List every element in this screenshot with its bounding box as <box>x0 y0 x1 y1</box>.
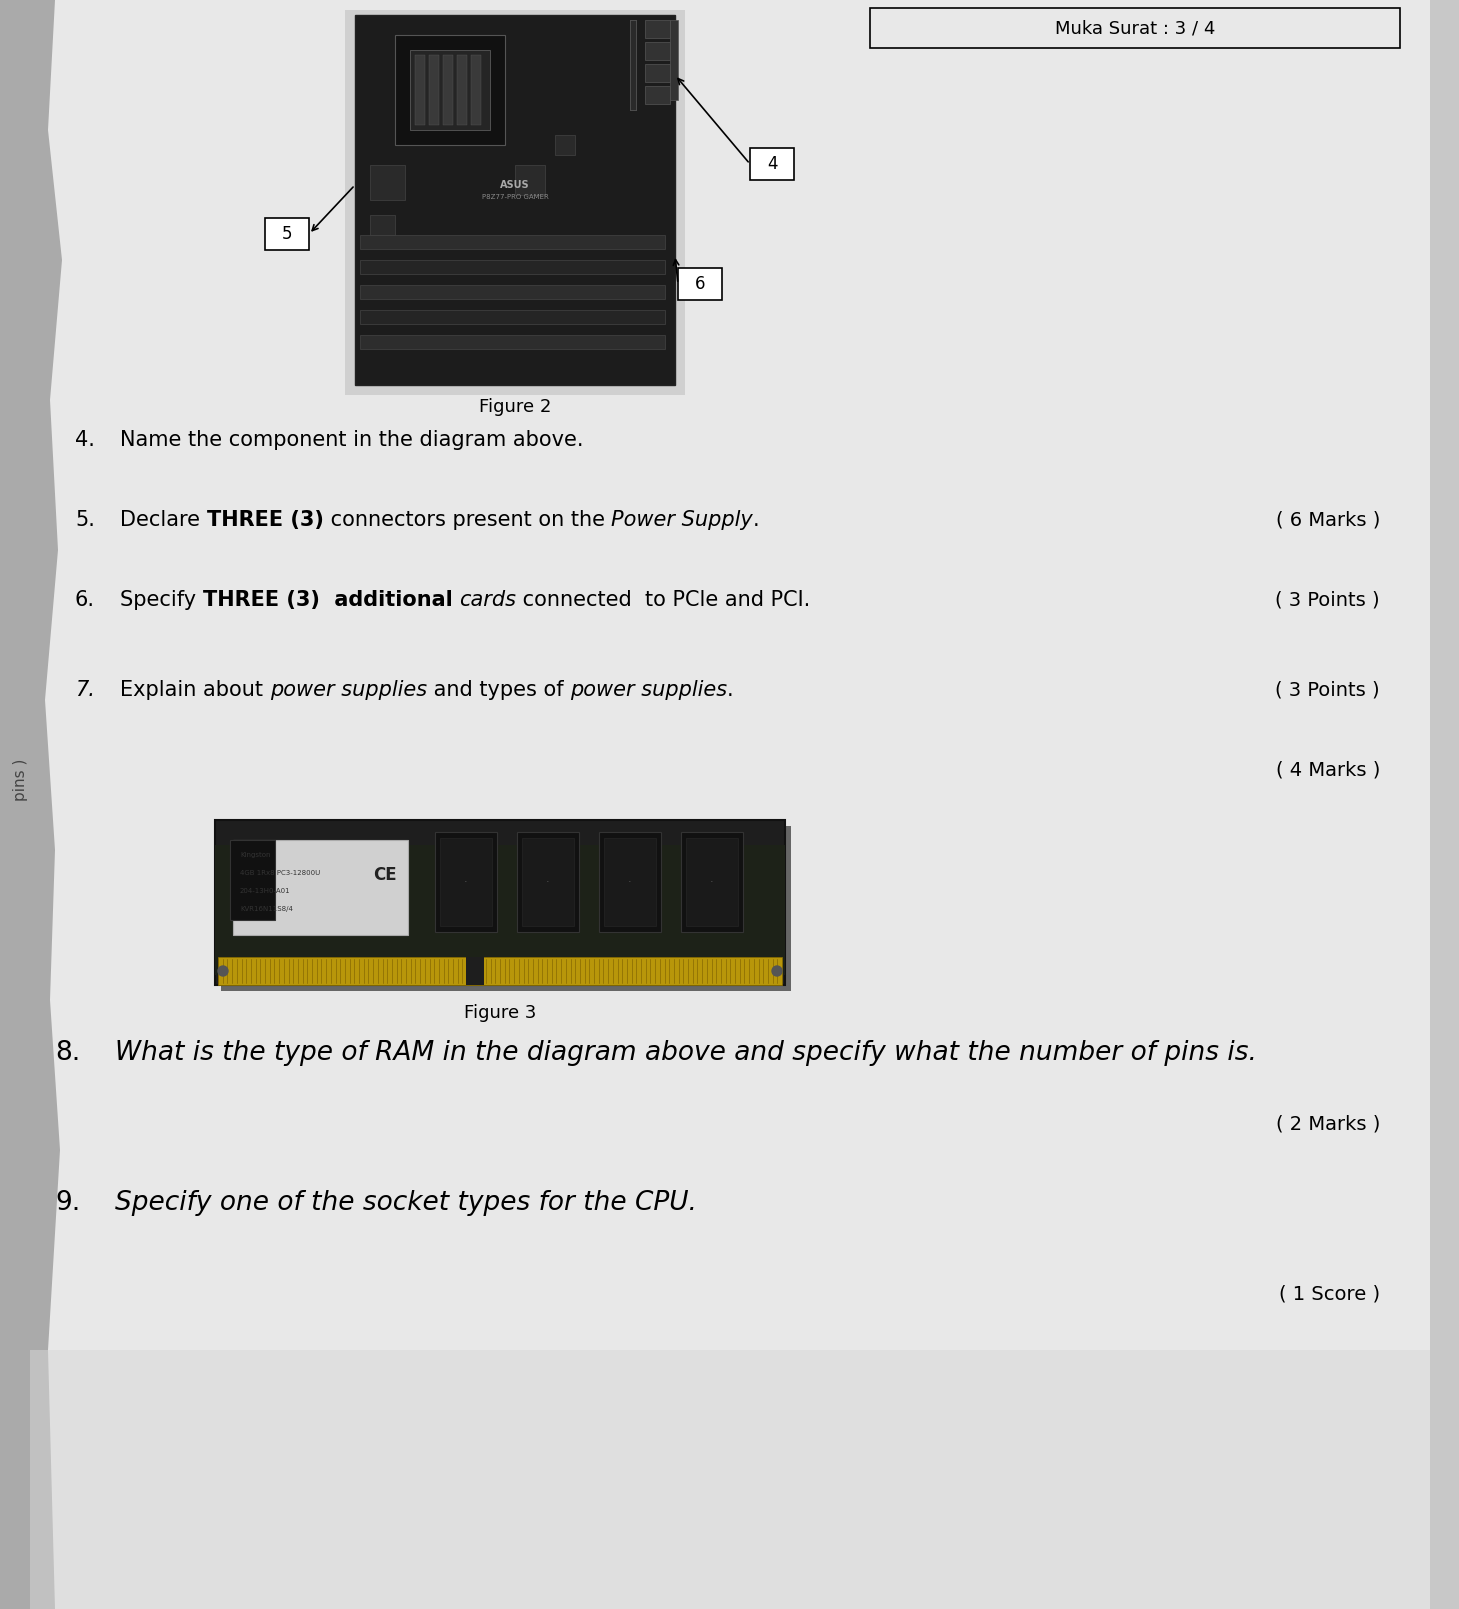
Bar <box>444 55 452 126</box>
Bar <box>435 832 498 932</box>
Text: 4GB 1Rx8 PC3-12800U: 4GB 1Rx8 PC3-12800U <box>239 870 320 875</box>
Text: P8Z77-PRO GAMER: P8Z77-PRO GAMER <box>481 195 549 200</box>
Bar <box>471 55 481 126</box>
Bar <box>750 148 794 180</box>
Bar <box>441 838 492 927</box>
Text: .: . <box>727 681 734 700</box>
Bar <box>31 1350 1430 1609</box>
Text: KVR16N11S8/4: KVR16N11S8/4 <box>239 906 293 912</box>
Bar <box>630 19 636 109</box>
Bar <box>355 14 676 385</box>
Text: ( 6 Marks ): ( 6 Marks ) <box>1275 510 1380 529</box>
Bar <box>600 832 661 932</box>
Text: pins ): pins ) <box>13 759 28 801</box>
Bar <box>214 845 785 975</box>
Text: ·: · <box>629 877 632 887</box>
Circle shape <box>772 965 782 977</box>
Bar <box>670 19 678 100</box>
Text: Specify: Specify <box>120 591 203 610</box>
Bar <box>233 840 409 935</box>
Text: 9.: 9. <box>55 1191 80 1216</box>
Polygon shape <box>0 0 61 1609</box>
Text: .: . <box>753 510 760 529</box>
Text: ·: · <box>546 877 550 887</box>
Text: Figure 3: Figure 3 <box>464 1004 537 1022</box>
Bar <box>395 35 505 145</box>
Bar <box>645 42 670 60</box>
Text: 6: 6 <box>694 275 705 293</box>
Text: What is the type of RAM in the diagram above and specify what the number of pins: What is the type of RAM in the diagram a… <box>115 1039 1256 1067</box>
Bar <box>515 166 546 195</box>
Text: ( 3 Points ): ( 3 Points ) <box>1275 681 1380 698</box>
Text: power supplies: power supplies <box>570 681 727 700</box>
Text: 204-13H0-A01: 204-13H0-A01 <box>239 888 290 895</box>
Text: and types of: and types of <box>426 681 570 700</box>
Bar <box>220 825 791 991</box>
Bar <box>457 55 467 126</box>
Bar <box>360 235 665 249</box>
Text: Explain about: Explain about <box>120 681 270 700</box>
Bar <box>414 55 425 126</box>
Text: 4: 4 <box>767 154 778 174</box>
Bar <box>231 840 274 920</box>
Text: 4.: 4. <box>74 430 95 451</box>
Text: CE: CE <box>374 866 397 883</box>
Bar <box>360 285 665 299</box>
Text: ( 2 Marks ): ( 2 Marks ) <box>1275 1115 1380 1134</box>
Text: Power Supply: Power Supply <box>611 510 753 529</box>
Bar <box>678 269 722 299</box>
Text: Name the component in the diagram above.: Name the component in the diagram above. <box>120 430 584 451</box>
Text: 5: 5 <box>282 225 292 243</box>
Bar <box>217 957 782 985</box>
Bar <box>266 217 309 249</box>
Bar <box>522 838 573 927</box>
Text: ( 1 Score ): ( 1 Score ) <box>1280 1286 1380 1303</box>
Text: connectors present on the: connectors present on the <box>324 510 611 529</box>
Text: power supplies: power supplies <box>270 681 426 700</box>
Bar <box>630 19 636 109</box>
Bar <box>630 19 636 109</box>
Text: THREE (3)  additional: THREE (3) additional <box>203 591 452 610</box>
Text: 7.: 7. <box>74 681 95 700</box>
Bar <box>645 19 670 39</box>
Bar <box>360 311 665 323</box>
Text: THREE (3): THREE (3) <box>207 510 324 529</box>
Text: ( 4 Marks ): ( 4 Marks ) <box>1275 759 1380 779</box>
Text: Kingston: Kingston <box>239 853 270 858</box>
Text: ( 3 Points ): ( 3 Points ) <box>1275 591 1380 608</box>
Bar <box>630 19 636 109</box>
Text: connected  to PCle and PCI.: connected to PCle and PCI. <box>516 591 810 610</box>
Circle shape <box>217 965 228 977</box>
Text: ·: · <box>711 877 713 887</box>
Bar <box>214 821 785 985</box>
Text: 6.: 6. <box>74 591 95 610</box>
Bar <box>604 838 657 927</box>
Bar <box>681 832 743 932</box>
Bar <box>686 838 738 927</box>
Bar <box>371 216 395 235</box>
Bar <box>344 10 684 394</box>
Bar <box>360 335 665 349</box>
Text: Figure 2: Figure 2 <box>479 397 552 417</box>
Bar <box>645 64 670 82</box>
Bar <box>360 261 665 274</box>
Bar <box>645 85 670 105</box>
Text: Muka Surat : 3 / 4: Muka Surat : 3 / 4 <box>1055 19 1215 37</box>
Bar <box>429 55 439 126</box>
Text: ASUS: ASUS <box>500 180 530 190</box>
Bar <box>870 8 1401 48</box>
Bar <box>371 166 406 200</box>
Bar <box>465 957 484 985</box>
Text: ·: · <box>464 877 468 887</box>
Text: Declare: Declare <box>120 510 207 529</box>
Bar <box>554 135 575 154</box>
Bar <box>410 50 490 130</box>
Bar <box>516 832 579 932</box>
Text: 5.: 5. <box>74 510 95 529</box>
Text: Specify one of the socket types for the CPU.: Specify one of the socket types for the … <box>115 1191 697 1216</box>
Text: cards: cards <box>460 591 516 610</box>
Text: 8.: 8. <box>55 1039 80 1067</box>
